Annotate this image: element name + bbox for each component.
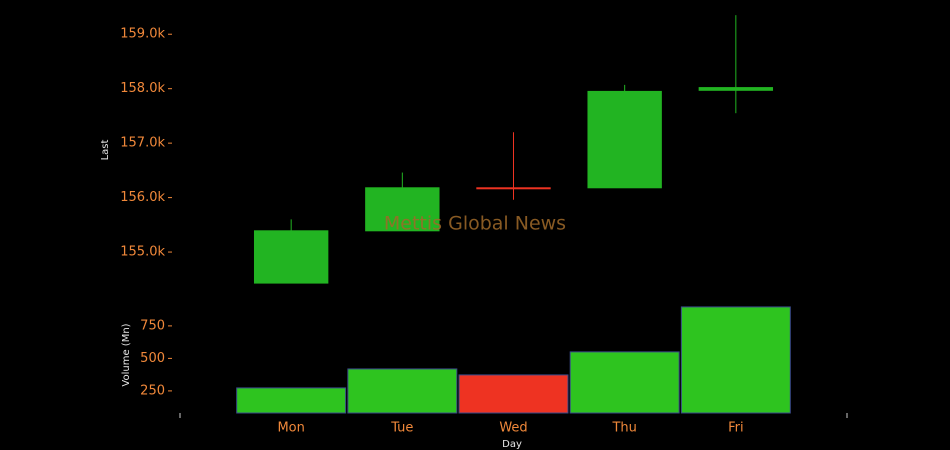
candle-body <box>253 230 329 284</box>
candle-body <box>365 187 440 232</box>
y-tick-label: 157.0k <box>120 136 165 151</box>
x-tick-label: Tue <box>390 421 413 436</box>
y-tick-label: 155.0k <box>120 245 165 260</box>
x-axis-label: Day <box>502 439 522 450</box>
x-tick-label: Thu <box>611 421 636 436</box>
y-axis-label: Last <box>100 140 111 161</box>
y-tick-label: 156.0k <box>120 190 165 205</box>
volume-bar <box>458 374 569 414</box>
y-axis-label: Volume (Mn) <box>121 323 132 386</box>
x-tick-label: Mon <box>277 421 304 436</box>
y-tick-label: 250 <box>140 383 165 398</box>
y-tick-label: 500 <box>140 351 165 366</box>
y-tick-label: 750 <box>140 318 165 333</box>
candle-body <box>476 187 551 190</box>
volume-bar <box>347 368 458 414</box>
candle-body <box>698 87 774 91</box>
candle-body <box>587 90 662 189</box>
y-tick-label: 159.0k <box>120 27 165 42</box>
y-tick-label: 158.0k <box>120 81 165 96</box>
x-tick-label: Fri <box>728 421 744 436</box>
watermark: Mettis Global News <box>384 213 566 235</box>
volume-bar <box>236 387 347 414</box>
volume-bar <box>680 306 791 414</box>
volume-bar <box>569 351 680 414</box>
x-tick-label: Wed <box>499 421 527 436</box>
